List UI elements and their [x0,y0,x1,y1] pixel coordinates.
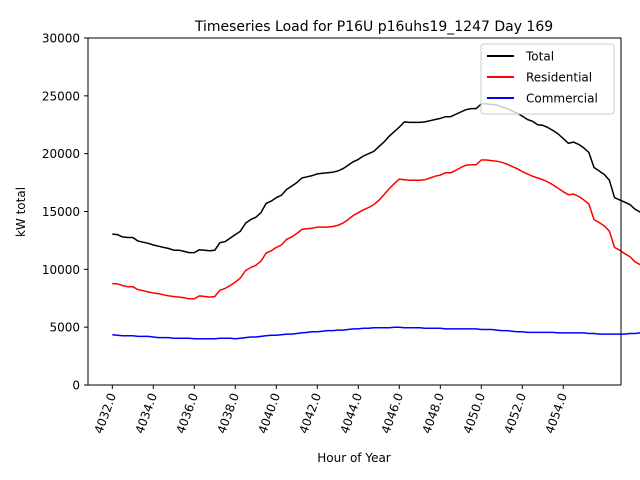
legend: Total Residential Commercial [480,43,615,115]
legend-label-total: Total [525,50,554,64]
series-line-total [112,103,640,254]
series-line-residential [112,159,640,300]
plot-area [112,103,640,340]
y-tick-label: 25000 [42,89,80,103]
legend-box [480,43,615,115]
series-line-commercial [112,326,640,340]
y-axis-label: kW total [14,187,28,237]
x-axis-label: Hour of Year [317,451,391,465]
chart-title: Timeseries Load for P16U p16uhs19_1247 D… [194,19,553,35]
y-tick-label: 20000 [42,147,80,161]
y-tick-label: 5000 [49,321,80,335]
y-tick-label: 30000 [42,32,80,46]
y-tick-label: 10000 [42,263,80,277]
y-tick-label: 15000 [42,205,80,219]
legend-label-residential: Residential [526,71,592,85]
legend-label-commercial: Commercial [526,92,598,106]
y-axis: 0 5000 10000 15000 20000 25000 30000 [42,32,88,393]
y-tick-label: 0 [72,379,80,393]
